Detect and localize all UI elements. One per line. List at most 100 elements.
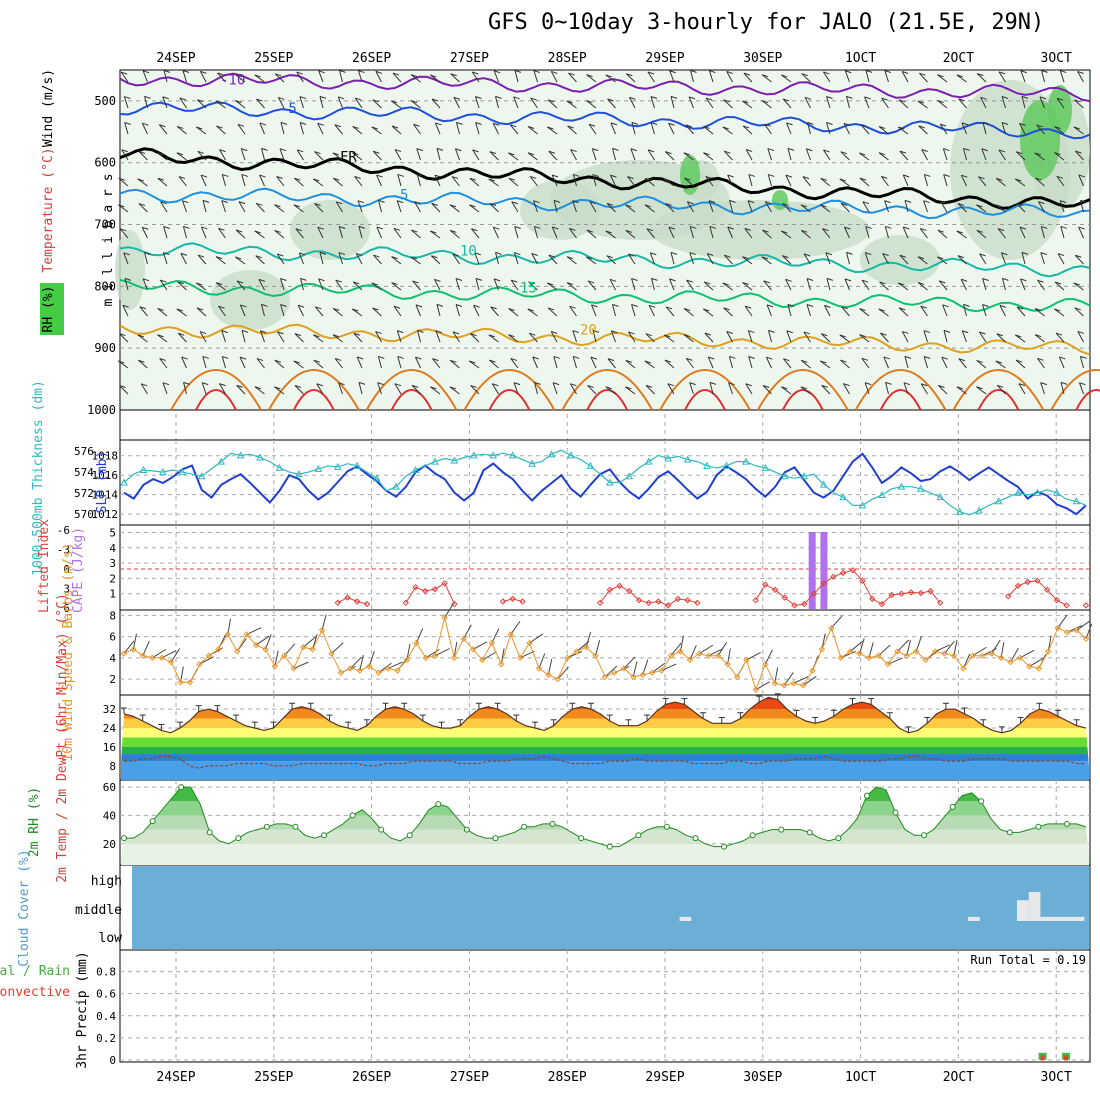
surface-wind-barb [585, 631, 592, 648]
wind-barb [338, 226, 343, 239]
wind-speed-marker [988, 650, 995, 657]
wind-barb-flag [493, 122, 500, 126]
wind-barb-flag [202, 382, 209, 386]
wind-barb-flag [334, 124, 341, 128]
wind-barb [316, 383, 324, 395]
surface-wind-barb [689, 645, 697, 661]
wind-barb [610, 330, 616, 343]
wind-barb [510, 279, 519, 291]
wind-barb-flag [378, 355, 385, 359]
wind-barb [645, 333, 655, 343]
wind-barb-flag [300, 277, 307, 281]
wind-barb-flag [650, 252, 657, 256]
surface-wind-barb [415, 628, 424, 644]
wind-barb [605, 386, 616, 395]
cloud-cover-bar [968, 916, 980, 921]
wind-barb-flag [121, 149, 128, 153]
wind-barb-flag [475, 277, 483, 281]
wind-barb-flag [202, 199, 210, 203]
wind-barb-flag [548, 99, 555, 103]
rh-contour [860, 235, 940, 285]
wind-barb-flag [765, 201, 772, 205]
wind-barb-flag [645, 384, 653, 388]
wind-barb-flag [844, 226, 851, 230]
wind-barb-flag [979, 253, 986, 257]
wind-barb [567, 125, 577, 135]
wind-barb [569, 305, 577, 317]
wind-barb [294, 177, 304, 187]
wind-barb-flag [372, 307, 379, 311]
wind-barb-flag [728, 382, 735, 386]
wind-barb [392, 72, 402, 83]
rh-axis-label: 2m RH (%) [27, 787, 42, 857]
wind-barb [277, 331, 285, 343]
cloud-layer-tick: high [91, 874, 122, 889]
wind-barb-flag [412, 280, 419, 284]
wind-barb [1016, 306, 1026, 317]
wind-barb-flag [527, 152, 535, 156]
wind-barb [318, 278, 324, 291]
wind-speed-marker [441, 614, 448, 621]
wind-barb [979, 253, 987, 265]
wind-barb-flag [727, 226, 734, 230]
wind-barb-flag [937, 229, 945, 233]
wind-barb [430, 255, 441, 265]
lifted-marker [898, 590, 905, 597]
wind-barb [1016, 203, 1026, 213]
wind-barb [612, 148, 616, 161]
wind-barb-flag [958, 98, 965, 102]
wind-barb [1018, 383, 1026, 395]
wind-barb-flag [1055, 332, 1063, 336]
wind-barb [338, 252, 343, 265]
wind-barb [587, 385, 597, 395]
wind-barb [998, 149, 1006, 161]
isotherm-label: 15 [520, 280, 537, 296]
wind-speed-marker [516, 654, 524, 662]
wind-barb [410, 256, 421, 265]
wind-barb [703, 152, 714, 161]
wind-barb-flag [277, 253, 284, 257]
wind-barb-flag [314, 203, 321, 207]
pressure-tick: 800 [94, 279, 116, 293]
wind-barb-flag [667, 383, 675, 387]
wind-barb-flag [920, 227, 927, 231]
wind-barb [958, 98, 967, 109]
wind-barb-flag [527, 308, 534, 312]
wind-barb [376, 226, 382, 239]
wind-barb [117, 360, 129, 369]
wind-barb [159, 358, 168, 369]
wind-barb [566, 282, 577, 291]
isotherm-line [119, 323, 1091, 356]
wind-speed-marker [941, 650, 948, 657]
wind-barb-flag [297, 149, 304, 153]
wind-barb-flag [493, 278, 501, 282]
wind-barb-flag [587, 280, 595, 284]
wind-barb [299, 278, 304, 291]
surface-wind-barb [1029, 657, 1044, 667]
wind-barb-flag [782, 255, 789, 259]
wind-barb [904, 356, 909, 369]
wind-barb-flag [1059, 356, 1066, 360]
wind-speed-marker [620, 665, 628, 672]
wind-barb [513, 382, 519, 395]
wind-barb-flag [687, 201, 694, 205]
wind-speed-marker [573, 648, 580, 655]
rh-marker [378, 826, 385, 833]
wind-barb-flag [452, 331, 460, 335]
wind-barb [918, 125, 928, 135]
rh-marker [778, 826, 785, 833]
surface-wind-barb [764, 649, 773, 665]
lifted-tick: -6 [57, 524, 70, 537]
wind-barb-flag [352, 125, 359, 129]
warm-isotherm [267, 369, 360, 411]
wind-barb-flag [1015, 334, 1022, 338]
wind-barb [508, 334, 519, 343]
wind-barb [475, 278, 480, 291]
wind-barb [352, 281, 363, 291]
wind-barb-flag [241, 148, 248, 152]
thickness-marker [314, 464, 323, 472]
wind-barb-flag [742, 100, 749, 104]
wind-barb [663, 178, 675, 187]
wind-barb [1060, 226, 1065, 239]
wind-barb-flag [807, 121, 814, 125]
